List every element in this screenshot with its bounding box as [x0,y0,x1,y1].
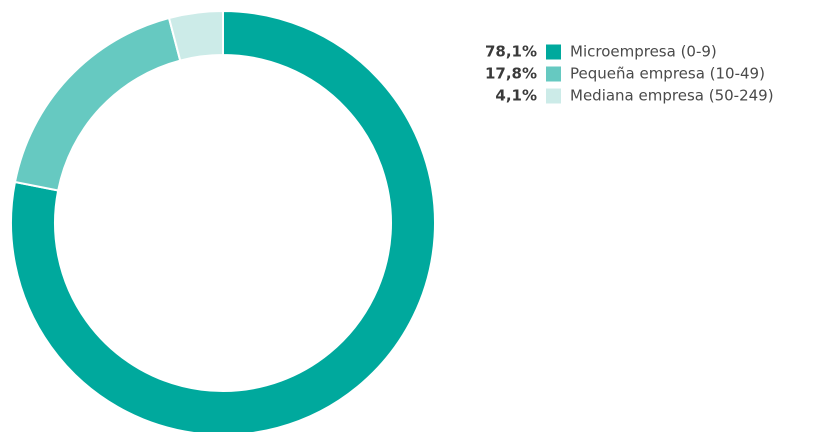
legend-swatch-2 [546,88,561,104]
legend-label-1: Pequeña empresa (10-49) [570,65,765,83]
legend-label-0: Microempresa (0-9) [570,43,717,61]
legend-value-2: 4,1% [495,87,537,105]
legend-swatch-1 [546,66,561,82]
legend-label-2: Mediana empresa (50-249) [570,87,774,105]
legend-value-1: 17,8% [485,65,537,83]
donut-slices [10,9,436,432]
legend-value-0: 78,1% [485,43,537,61]
chart-legend: 78,1% Microempresa (0-9) 17,8% Pequeña empr… [485,43,774,105]
donut-slice-1 [13,16,182,192]
legend-swatch-0 [546,44,561,60]
donut-slice-2 [167,9,224,62]
donut-slice-0 [10,9,436,432]
